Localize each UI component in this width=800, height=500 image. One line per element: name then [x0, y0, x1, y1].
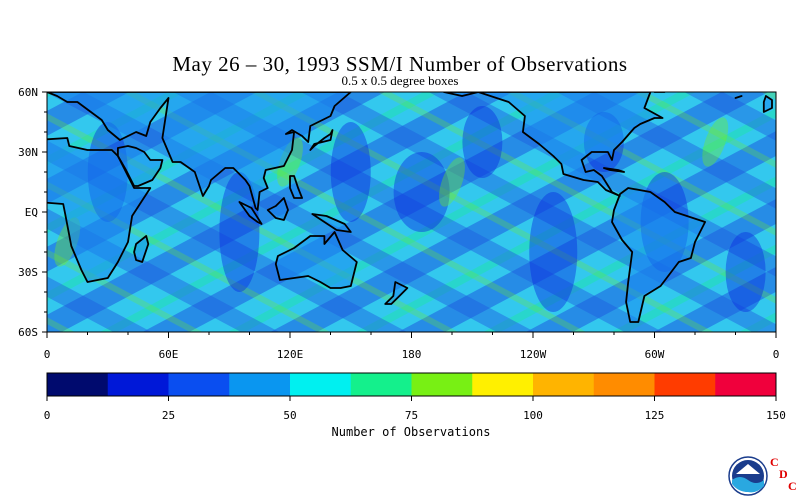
low-count-region — [529, 192, 578, 312]
low-count-region — [393, 152, 450, 232]
lon-tick-label: 60E — [159, 348, 179, 361]
coastline-africa — [47, 137, 152, 283]
map-subtitle: 0.5 x 0.5 degree boxes — [341, 73, 459, 88]
colorbar-title: Number of Observations — [331, 425, 491, 439]
coastline-new-zealand — [384, 281, 409, 305]
colorbar-swatch — [290, 373, 352, 396]
high-count-streak — [702, 117, 729, 167]
lat-tick-label: 30S — [18, 266, 38, 279]
colorbar-swatch — [350, 373, 412, 396]
colorbar-swatch — [107, 373, 169, 396]
coastline-uk — [762, 95, 773, 113]
colorbar-swatch — [411, 373, 473, 396]
low-count-region — [330, 122, 371, 222]
lon-tick-label: 180 — [402, 348, 422, 361]
high-count-streak — [439, 157, 465, 207]
coastline-south-america — [611, 187, 706, 323]
colorbar-tick-label: 25 — [162, 409, 175, 422]
colorbar-tick-label: 0 — [44, 409, 51, 422]
coastline-indochina-islands — [289, 175, 303, 199]
colorbar-swatch — [168, 373, 230, 396]
continents — [47, 92, 773, 323]
colorbar-swatch — [229, 373, 291, 396]
colorbar-swatch — [593, 373, 655, 396]
colorbar-tick-label: 125 — [645, 409, 665, 422]
lon-tick-label: 120W — [520, 348, 547, 361]
low-count-region — [462, 106, 503, 178]
map-field — [47, 92, 776, 332]
lat-tick-label: EQ — [25, 206, 38, 219]
latitude-axis: 60N 30N EQ 30S 60S — [18, 86, 47, 339]
coastline-australia — [274, 231, 358, 289]
lat-tick-label: 60N — [18, 86, 38, 99]
colorbar — [46, 372, 777, 397]
lon-tick-label: 60W — [645, 348, 665, 361]
longitude-axis: 0 60E 120E 180 120W 60W 0 — [44, 332, 780, 361]
colorbar-tick-label: 150 — [766, 409, 786, 422]
map-title: May 26 – 30, 1993 SSM/I Number of Observ… — [172, 52, 628, 76]
coastline-europe-asia — [47, 92, 352, 211]
low-count-region — [725, 232, 766, 312]
cdc-letter-1: C — [770, 455, 779, 469]
coastline-north-america — [443, 92, 664, 197]
coastline-new-guinea — [311, 213, 352, 233]
colorbar-swatch — [533, 373, 595, 396]
high-count-streak — [277, 137, 303, 187]
coastline-cuba — [603, 167, 625, 173]
cdc-letter-3: C — [788, 479, 797, 493]
colorbar-tick-label: 75 — [405, 409, 418, 422]
colorbar-swatch — [47, 373, 109, 396]
lat-tick-label: 60S — [18, 326, 38, 339]
coastline-arabia — [117, 145, 164, 187]
lon-tick-label: 0 — [773, 348, 780, 361]
colorbar-axis: 0 25 50 75 100 125 150 — [44, 396, 786, 422]
coastline-borneo — [266, 197, 289, 221]
colorbar-swatch — [654, 373, 716, 396]
lon-tick-label: 120E — [277, 348, 304, 361]
coastline-madagascar — [133, 235, 150, 263]
coastline-japan — [309, 129, 334, 151]
colorbar-tick-label: 50 — [283, 409, 296, 422]
colorbar-swatch — [472, 373, 534, 396]
cdc-letter-2: D — [779, 467, 788, 481]
lat-tick-label: 30N — [18, 146, 38, 159]
colorbar-swatch — [715, 373, 777, 396]
noaa-logo — [728, 456, 768, 496]
coastline-iceland-like — [734, 95, 743, 99]
coastline-sumatra — [238, 201, 263, 225]
lon-tick-label: 0 — [44, 348, 51, 361]
colorbar-tick-label: 100 — [523, 409, 543, 422]
low-count-region — [219, 172, 260, 292]
